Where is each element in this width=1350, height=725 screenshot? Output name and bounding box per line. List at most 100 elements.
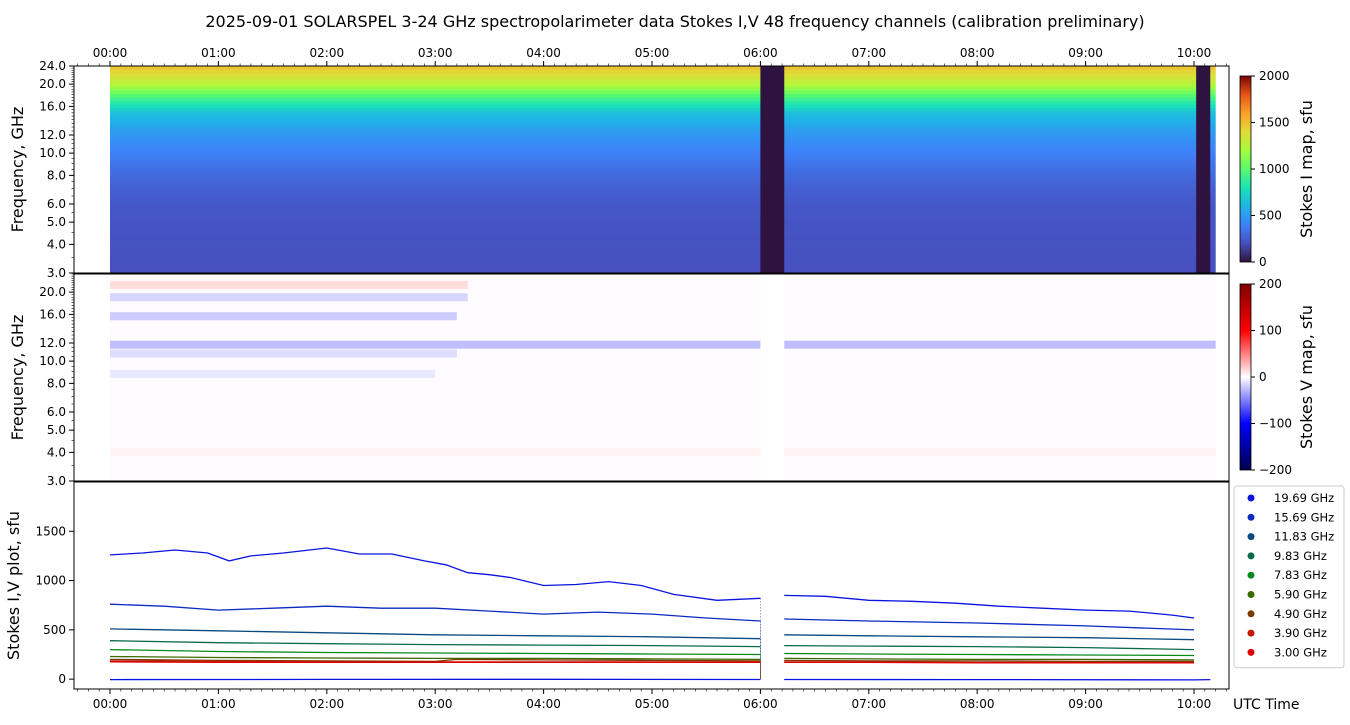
x-tick-label: 09:00 (1068, 697, 1103, 711)
legend-label: 3.00 GHz (1274, 645, 1327, 659)
stokes-i-band (110, 159, 1216, 164)
stokes-i-band (110, 252, 1216, 257)
stokes-i-colorbar: 2000 1500 1000 500 0 Stokes I map, sfu (1239, 69, 1316, 269)
stokes-i-band (110, 107, 1216, 112)
stokes-i-band (110, 269, 1216, 274)
chart-title: 2025-09-01 SOLARSPEL 3-24 GHz spectropol… (205, 12, 1144, 31)
stokes-v-band (110, 293, 468, 302)
legend-marker (1247, 648, 1255, 656)
stokes-i-band (110, 169, 1216, 174)
y-tick-label: 5.0 (47, 215, 66, 229)
bottom-time-axis: 00:00 01:00 02:00 03:00 04:00 05:00 06:00 07:00… (77, 689, 1227, 711)
stokes-i-band (110, 93, 1216, 98)
y-tick-label: 8.0 (47, 376, 66, 390)
stokes-i-band (110, 224, 1216, 229)
colorbar-tick-label: −100 (1259, 417, 1292, 431)
stokes-i-band (110, 217, 1216, 222)
stokes-i-band (110, 121, 1216, 126)
stokes-i-band (110, 183, 1216, 188)
stokes-v-panel: 20.0 16.0 12.0 10.0 8.0 6.0 5.0 4.0 3.0 Frequency… (8, 273, 1230, 488)
stokes-i-band (110, 141, 1216, 146)
stokes-i-band (110, 204, 1216, 209)
stokes-v-colorbar: 200 100 0 −100 −200 Stokes V map, sfu (1239, 277, 1316, 477)
series-line (784, 634, 1195, 641)
stokes-iv-plot-panel: 0 500 1000 1500 Stokes I,V plot, sfu (4, 481, 1230, 690)
stokes-i-band (110, 131, 1216, 136)
utc-time-label: UTC Time (1233, 697, 1299, 713)
y-tick-label: 12.0 (39, 128, 66, 142)
stokes-i-panel: 24.0 20.0 16.0 12.0 10.0 8.0 6.0 5.0 4.0 3.0 Frequ… (8, 59, 1230, 280)
legend-marker (1247, 533, 1255, 541)
stokes-v-band (110, 369, 436, 378)
stokes-i-band (110, 152, 1216, 157)
colorbar-tick-label: 500 (1259, 209, 1282, 223)
legend-marker (1247, 494, 1255, 502)
stokes-v-band (110, 280, 468, 289)
series-line (784, 644, 1195, 651)
stokes-i-band (110, 103, 1216, 108)
colorbar-tick-label: 0 (1259, 370, 1267, 384)
y-axis-label: Frequency, GHz (8, 315, 27, 441)
legend-label: 5.90 GHz (1274, 588, 1327, 602)
series-line (109, 628, 761, 640)
stokes-i-band (110, 124, 1216, 129)
stokes-i-band (110, 210, 1216, 215)
series-line (109, 658, 761, 663)
stokes-i-band (110, 214, 1216, 219)
x-tick-label: 03:00 (418, 697, 453, 711)
y-tick-label: 24.0 (39, 59, 66, 73)
legend-label: 4.90 GHz (1274, 607, 1327, 621)
x-tick-label: 01:00 (201, 46, 236, 60)
y-tick-label: 20.0 (39, 285, 66, 299)
series-line (109, 648, 761, 656)
legend-marker (1247, 571, 1255, 579)
stokes-i-band (110, 166, 1216, 171)
x-tick-label: 04:00 (526, 46, 561, 60)
data-gap (1196, 66, 1211, 273)
y-tick-label: 3.0 (47, 266, 66, 280)
stokes-i-band (110, 138, 1216, 143)
x-tick-label: 04:00 (526, 697, 561, 711)
x-tick-label: 00:00 (93, 697, 128, 711)
colorbar-ramp (1239, 283, 1252, 471)
stokes-i-band (110, 128, 1216, 133)
legend-marker (1247, 610, 1255, 618)
legend-label: 19.69 GHz (1274, 491, 1334, 505)
stokes-v-band (110, 312, 457, 321)
stokes-i-band (110, 221, 1216, 226)
x-tick-label: 09:00 (1068, 46, 1103, 60)
colorbar-tick-label: 200 (1259, 277, 1282, 291)
stokes-i-band (110, 255, 1216, 260)
series-lines (109, 547, 1211, 681)
legend-marker (1247, 591, 1255, 598)
stokes-i-band (110, 245, 1216, 250)
legend-marker (1247, 513, 1255, 521)
y-tick-label: 500 (43, 623, 66, 637)
series-line (784, 594, 1195, 619)
stokes-i-band (110, 200, 1216, 205)
stokes-i-band (110, 197, 1216, 202)
stokes-i-band (110, 262, 1216, 267)
y-tick-label: 1500 (35, 524, 66, 538)
x-tick-label: 02:00 (310, 697, 345, 711)
legend-label: 15.69 GHz (1274, 510, 1334, 524)
y-tick-label: 8.0 (47, 168, 66, 182)
colorbar-tick-label: 1000 (1259, 162, 1290, 176)
stokes-i-band (110, 186, 1216, 191)
series-line (109, 640, 761, 648)
x-tick-label: 01:00 (201, 697, 236, 711)
legend-marker (1247, 629, 1255, 637)
legend: 19.69 GHz 15.69 GHz 11.83 GHz 9.83 GHz 7.83 … (1233, 485, 1345, 669)
x-tick-label: 05:00 (635, 697, 670, 711)
colorbar-label: Stokes I map, sfu (1297, 100, 1316, 238)
y-tick-label: 6.0 (47, 405, 66, 419)
stokes-i-band (110, 72, 1216, 77)
x-tick-label: 06:00 (743, 697, 778, 711)
x-tick-label: 03:00 (418, 46, 453, 60)
colorbar-label: Stokes V map, sfu (1297, 305, 1316, 449)
series-line (109, 655, 761, 661)
x-tick-label: 10:00 (1177, 46, 1212, 60)
series-line (784, 652, 1195, 657)
stokes-i-band (110, 259, 1216, 264)
